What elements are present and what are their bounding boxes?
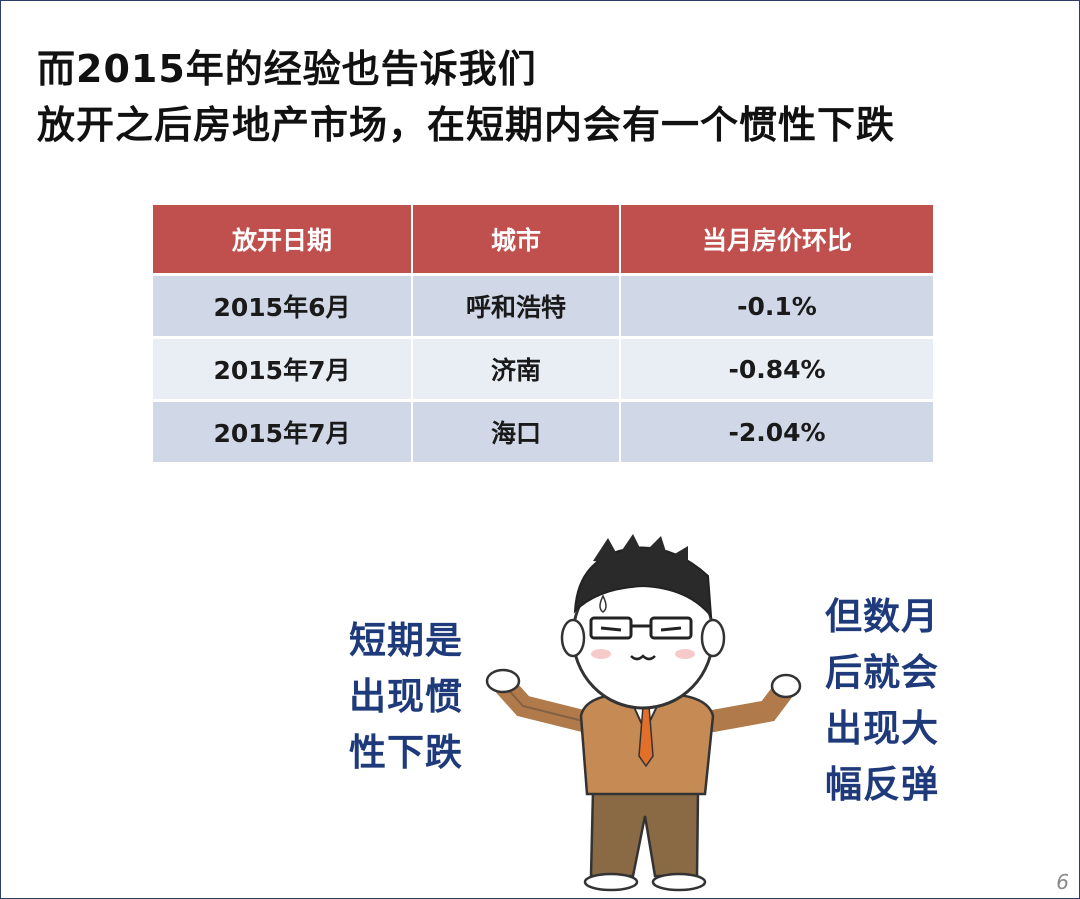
callout-right: 但数月 后就会 出现大 幅反弹: [825, 589, 939, 813]
cell-date: 2015年7月: [153, 399, 413, 462]
cell-change: -0.84%: [621, 336, 933, 399]
table-row: 2015年6月 呼和浩特 -0.1%: [153, 273, 933, 336]
price-change-table: 放开日期 城市 当月房价环比 2015年6月 呼和浩特 -0.1% 2015年7…: [153, 205, 933, 462]
table-row: 2015年7月 海口 -2.04%: [153, 399, 933, 462]
callout-right-line: 后就会: [825, 651, 939, 694]
cell-city: 海口: [413, 399, 621, 462]
header-release-date: 放开日期: [153, 205, 413, 273]
callout-left: 短期是 出现惯 性下跌: [349, 613, 463, 781]
slide-title: 而2015年的经验也告诉我们 放开之后房地产市场，在短期内会有一个惯性下跌: [37, 41, 895, 153]
table-header-row: 放开日期 城市 当月房价环比: [153, 205, 933, 273]
header-mom-price: 当月房价环比: [621, 205, 933, 273]
callout-left-line: 出现惯: [349, 675, 463, 718]
callout-left-line: 性下跌: [349, 731, 463, 774]
page-number: 6: [1056, 870, 1069, 894]
cell-city: 济南: [413, 336, 621, 399]
cell-city: 呼和浩特: [413, 273, 621, 336]
cell-date: 2015年6月: [153, 273, 413, 336]
cell-change: -0.1%: [621, 273, 933, 336]
title-line-2: 放开之后房地产市场，在短期内会有一个惯性下跌: [37, 103, 896, 147]
callout-left-line: 短期是: [349, 619, 463, 662]
header-city: 城市: [413, 205, 621, 273]
callout-right-line: 但数月: [825, 595, 939, 638]
callout-right-line: 出现大: [825, 707, 939, 750]
table-row: 2015年7月 济南 -0.84%: [153, 336, 933, 399]
cell-date: 2015年7月: [153, 336, 413, 399]
cartoon-man-illustration: [485, 534, 802, 892]
cell-change: -2.04%: [621, 399, 933, 462]
title-line-1: 而2015年的经验也告诉我们: [37, 47, 537, 91]
callout-right-line: 幅反弹: [825, 763, 939, 806]
